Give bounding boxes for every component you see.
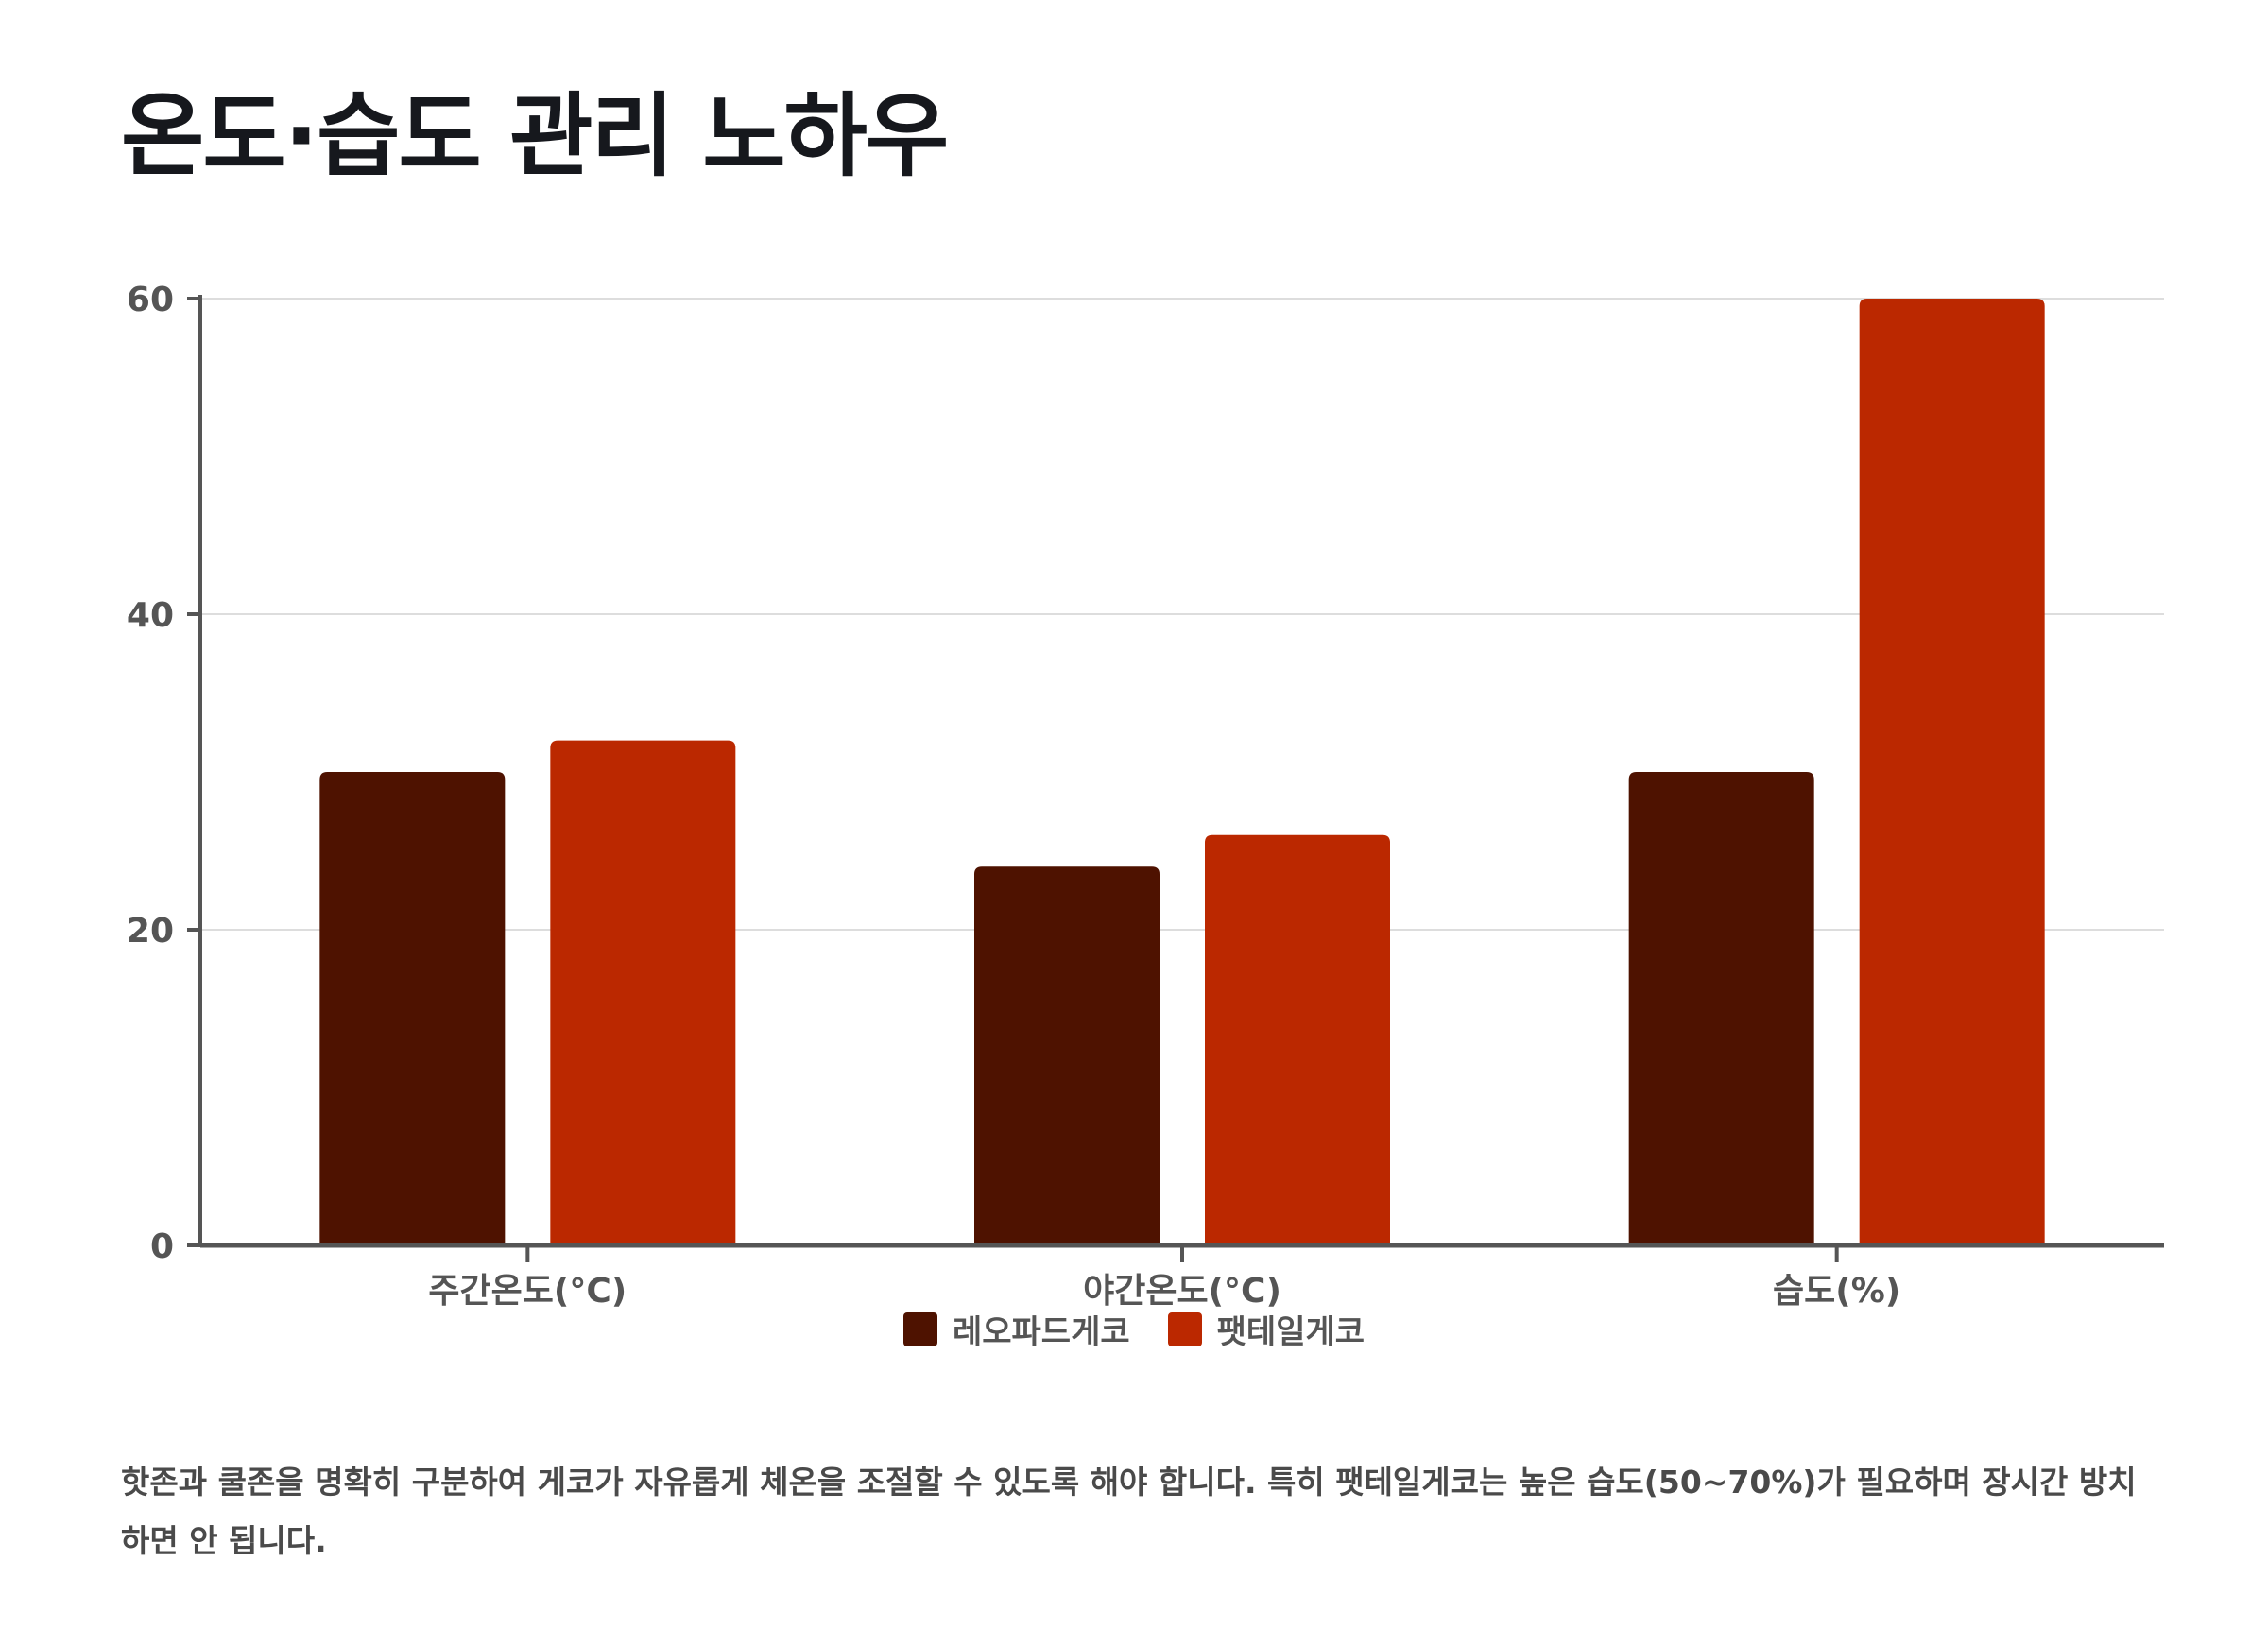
y-tick-label: 60 [127,281,174,319]
tick-labels: 0 20 40 60 주간온도(°C) 야간온도(°C) 습도(%) [127,281,1900,1311]
bar-leopard-1[interactable] [974,866,1160,1245]
x-tick-label: 야간온도(°C) [1083,1272,1281,1311]
axes [187,295,2164,1262]
bars [319,299,2045,1245]
y-tick-label: 40 [127,596,174,635]
legend-label-leopard: 레오파드게코 [952,1313,1130,1351]
legend-swatch-leopard [902,1312,937,1346]
caption-text: 핫존과 쿨존을 명확히 구분하여 게코가 자유롭게 체온을 조절할 수 있도록 … [121,1464,2137,1559]
bar-fattail-1[interactable] [1205,834,1390,1245]
x-tick-label: 습도(%) [1773,1272,1900,1311]
y-tick-label: 20 [127,912,174,951]
legend-swatch-fattail [1167,1312,1202,1346]
legend-label-fattail: 팻테일게코 [1216,1313,1366,1351]
bar-fattail-2[interactable] [1859,299,2045,1245]
x-tick-label: 주간온도(°C) [428,1272,627,1311]
legend-item-fattail[interactable]: 팻테일게코 [1167,1306,1366,1352]
bar-leopard-0[interactable] [319,772,506,1245]
page-title: 온도·습도 관리 노하우 [121,83,949,189]
grid-lines [200,298,2164,931]
legend: 레오파드게코 팻테일게코 [0,1306,2268,1352]
legend-item-leopard[interactable]: 레오파드게코 [902,1306,1130,1352]
bar-leopard-2[interactable] [1628,772,1814,1245]
y-tick-label: 0 [150,1227,174,1266]
bar-fattail-0[interactable] [550,740,736,1245]
